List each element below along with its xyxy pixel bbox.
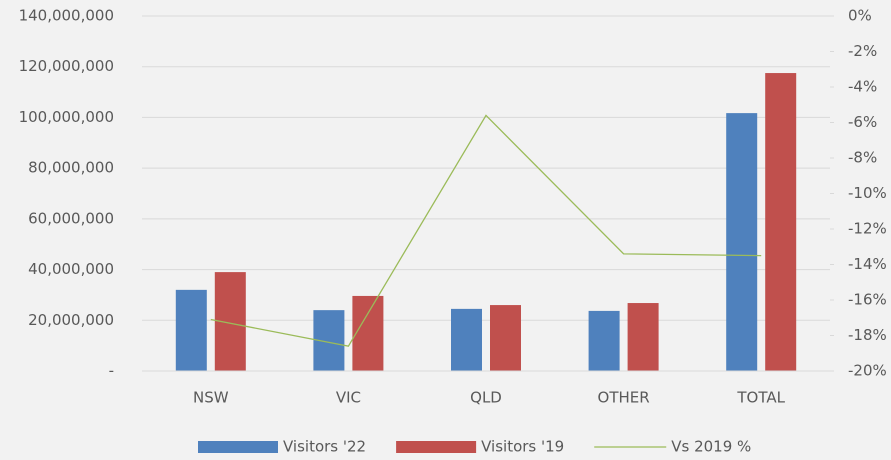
bar [352,295,384,371]
y-tick-label: 140,000,000 [19,7,114,25]
bar [765,73,797,371]
y-tick-label: 80,000,000 [28,159,114,177]
y-tick-label: - [109,362,114,380]
y2-tick-label: 0% [848,7,872,25]
legend-label: Visitors '22 [283,438,366,456]
y-tick-label: 40,000,000 [28,260,114,278]
y2-tick-label: -20% [848,362,887,380]
y2-tick-label: -12% [848,220,887,238]
y2-tick-label: -2% [848,42,877,60]
legend-label: Vs 2019 % [671,438,751,456]
y2-tick-label: -8% [848,149,877,167]
legend-label: Visitors '19 [481,438,564,456]
y2-tick-label: -16% [848,291,887,309]
bar [588,310,620,371]
bar [451,308,482,371]
y2-tick-label: -6% [848,113,877,131]
bar [175,289,207,371]
y2-tick-label: -14% [848,255,887,273]
y2-tick-label: -10% [848,184,887,202]
y2-tick-label: -4% [848,78,877,96]
x-tick-label: TOTAL [736,389,785,407]
bar [490,305,521,371]
y-tick-label: 120,000,000 [19,57,114,75]
bar [627,303,659,371]
bar [726,113,758,371]
y-tick-label: 60,000,000 [28,209,114,227]
y-tick-label: 100,000,000 [19,108,114,126]
x-tick-label: NSW [193,389,229,407]
y2-tick-label: -18% [848,326,887,344]
x-tick-label: OTHER [598,389,650,407]
y-tick-label: 20,000,000 [28,311,114,329]
legend-swatch [198,441,278,453]
x-tick-label: VIC [336,389,361,407]
x-tick-label: QLD [470,389,502,407]
legend-swatch [396,441,477,453]
line [210,114,762,347]
